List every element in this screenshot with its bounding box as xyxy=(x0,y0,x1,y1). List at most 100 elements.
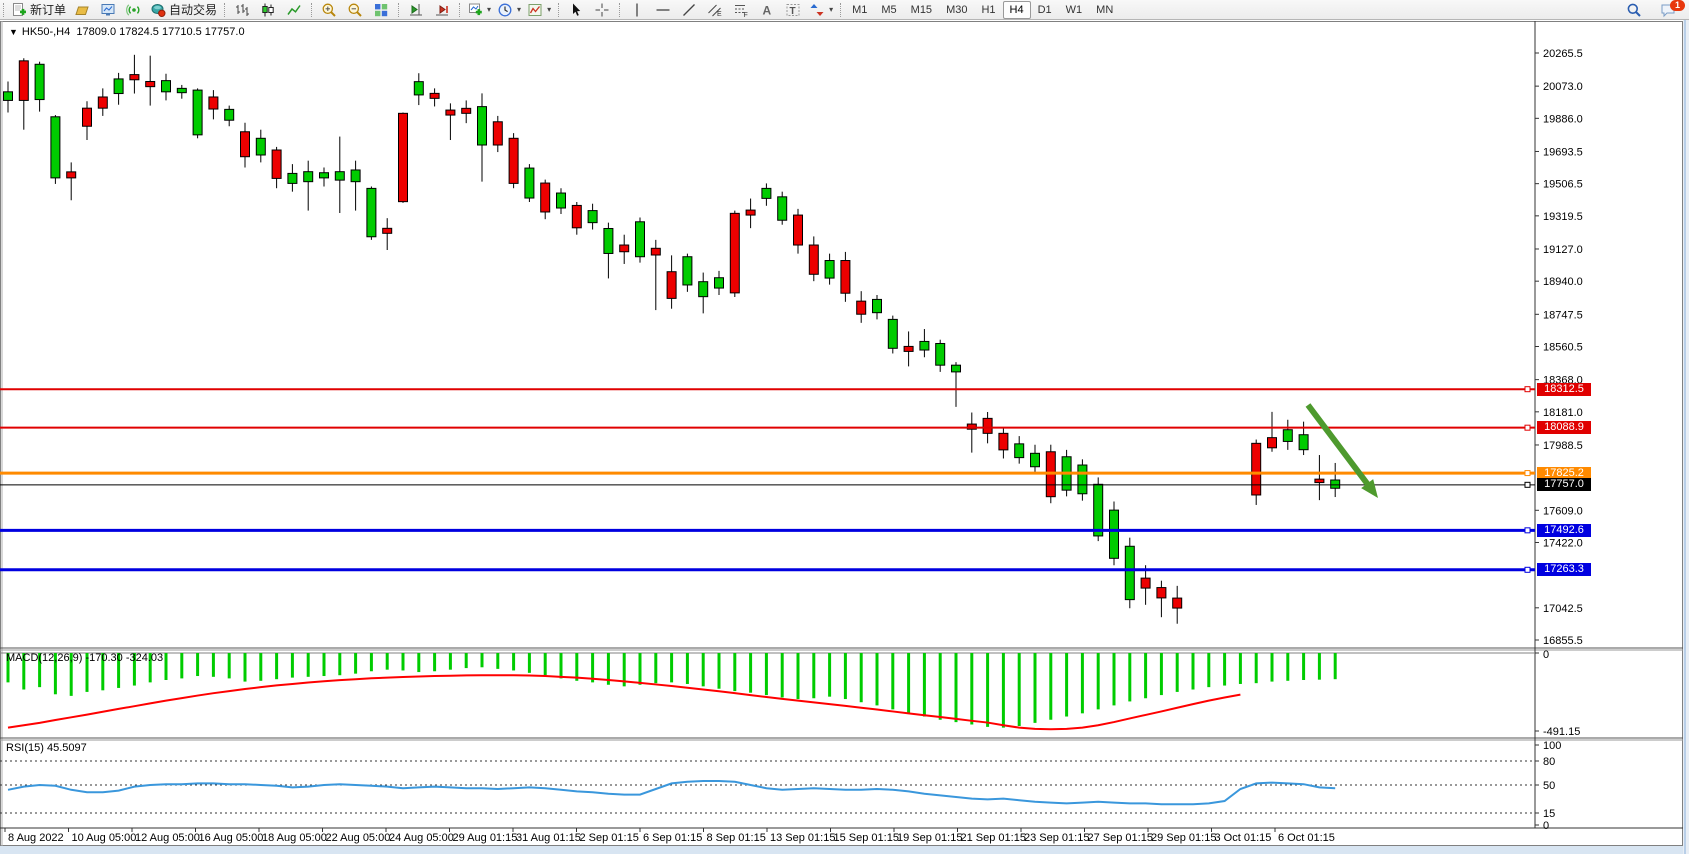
auto-scroll-button[interactable] xyxy=(429,0,455,20)
auto-trading-button[interactable]: 自动交易 xyxy=(147,0,220,20)
svg-text:8 Sep 01:15: 8 Sep 01:15 xyxy=(707,832,766,844)
cursor-button[interactable] xyxy=(563,0,589,20)
svg-text:20265.5: 20265.5 xyxy=(1543,48,1583,60)
timeframe-button-m5[interactable]: M5 xyxy=(881,3,897,16)
fibonacci-button[interactable]: F xyxy=(728,0,754,20)
svg-text:17988.5: 17988.5 xyxy=(1543,440,1583,452)
new-order-icon xyxy=(11,2,27,18)
hline-icon xyxy=(655,2,671,18)
timeframe-toolbar: M1 M5 M15 M30 H1 H4 D1 W1 MN xyxy=(839,0,1122,20)
line-chart-button[interactable] xyxy=(281,0,307,20)
rsi-line xyxy=(7,780,1336,806)
timeframe-button-w1[interactable]: W1 xyxy=(1065,3,1083,16)
price-line-badge: 18312.5 xyxy=(1537,382,1591,396)
svg-text:2 Sep 01:15: 2 Sep 01:15 xyxy=(580,832,639,844)
line-chart-icon xyxy=(286,2,302,18)
arrow-objects-icon xyxy=(809,2,825,18)
text-button[interactable]: A xyxy=(754,0,780,20)
dropdown-caret-icon: ▾ xyxy=(487,5,492,14)
svg-text:16 Aug 05:00: 16 Aug 05:00 xyxy=(199,832,264,844)
chat-button[interactable]: 1 xyxy=(1655,0,1685,20)
timeframe-button-m30[interactable]: M30 xyxy=(946,3,968,16)
toolbar-group-pointer xyxy=(557,0,618,20)
svg-text:29 Aug 01:15: 29 Aug 01:15 xyxy=(453,832,518,844)
price-line-badge: 17757.0 xyxy=(1537,478,1591,492)
svg-text:80: 80 xyxy=(1543,756,1555,768)
new-order-button-label: 新订单 xyxy=(30,3,67,17)
zoom-out-button[interactable] xyxy=(342,0,368,20)
candlestick-button[interactable] xyxy=(255,0,281,20)
svg-text:50: 50 xyxy=(1543,780,1555,792)
svg-text:15 Sep 01:15: 15 Sep 01:15 xyxy=(834,832,899,844)
channel-icon: E xyxy=(707,2,723,18)
zoom-in-button[interactable] xyxy=(316,0,342,20)
new-order-button[interactable]: 新订单 xyxy=(8,0,69,20)
toolbar-group-zoom xyxy=(310,0,397,20)
new-chart-button[interactable]: ▾ xyxy=(464,0,494,20)
svg-text:13 Sep 01:15: 13 Sep 01:15 xyxy=(770,832,835,844)
cursor-icon xyxy=(568,2,584,18)
market-watch-button[interactable] xyxy=(95,0,121,20)
search-icon xyxy=(1626,2,1642,18)
tile-windows-button[interactable] xyxy=(368,0,394,20)
templates-button[interactable]: ▾ xyxy=(524,0,554,20)
signals-button[interactable] xyxy=(121,0,147,20)
chevron-down-icon[interactable]: ▼ xyxy=(9,27,18,37)
main-toolbar: 新订单 自动交易 ▾ ▾ ▾ E F A T ▾ M1 M5 M15 M30 H1 H4 D1 W1 MN 1 xyxy=(0,0,1689,20)
timeframe-button-m1[interactable]: M1 xyxy=(852,3,868,16)
svg-text:19506.5: 19506.5 xyxy=(1543,179,1583,191)
svg-text:19127.0: 19127.0 xyxy=(1543,244,1583,256)
svg-text:15: 15 xyxy=(1543,808,1555,820)
label-button[interactable]: T xyxy=(780,0,806,20)
svg-text:29 Sep 01:15: 29 Sep 01:15 xyxy=(1151,832,1216,844)
periods-button[interactable]: ▾ xyxy=(494,0,524,20)
toolbar-group-trade: 新订单 自动交易 xyxy=(2,0,223,20)
svg-text:21 Sep 01:15: 21 Sep 01:15 xyxy=(961,832,1026,844)
timeframe-button-mn[interactable]: MN xyxy=(1096,3,1114,16)
macd-signal-line xyxy=(7,674,1241,731)
timeframe-button-d1[interactable]: D1 xyxy=(1037,3,1052,16)
support-resistance-lines[interactable] xyxy=(0,386,1535,573)
svg-text:16855.5: 16855.5 xyxy=(1543,635,1583,647)
toolbar-group-draw: E F A T ▾ xyxy=(618,0,839,20)
svg-text:3 Oct 01:15: 3 Oct 01:15 xyxy=(1215,832,1272,844)
svg-text:6 Oct 01:15: 6 Oct 01:15 xyxy=(1278,832,1335,844)
shift-chart-button[interactable] xyxy=(403,0,429,20)
timeframe-button-h4[interactable]: H4 xyxy=(1002,0,1031,19)
trend-arrow[interactable] xyxy=(1305,403,1378,498)
channel-button[interactable]: E xyxy=(702,0,728,20)
vline-icon xyxy=(629,2,645,18)
timeframe-button-h1[interactable]: H1 xyxy=(981,3,996,16)
vertical-line-button[interactable] xyxy=(624,0,650,20)
tile-windows-icon xyxy=(373,2,389,18)
clock-icon xyxy=(497,2,513,18)
macd-indicator-label: MACD(12,26,9) -170.30 -324.03 xyxy=(6,652,164,664)
svg-text:100: 100 xyxy=(1543,740,1561,752)
svg-text:22 Aug 05:00: 22 Aug 05:00 xyxy=(326,832,391,844)
candles-layer xyxy=(3,54,1341,624)
toolbar-group-chart-types xyxy=(223,0,310,20)
horizontal-line-button[interactable] xyxy=(650,0,676,20)
svg-text:19886.0: 19886.0 xyxy=(1543,113,1583,125)
symbol-name: HK50-,H4 xyxy=(21,26,71,38)
dropdown-caret-icon: ▾ xyxy=(547,5,552,14)
search-button[interactable] xyxy=(1621,0,1647,20)
trendline-button[interactable] xyxy=(676,0,702,20)
crosshair-icon xyxy=(594,2,610,18)
timeframe-button-m15[interactable]: M15 xyxy=(910,3,933,16)
chart-profile-button[interactable] xyxy=(69,0,95,20)
price-line-badge: 18088.9 xyxy=(1537,421,1591,435)
rsi-indicator-label: RSI(15) 45.5097 xyxy=(6,742,87,754)
price-line-badge: 17825.2 xyxy=(1537,466,1591,480)
crosshair-button[interactable] xyxy=(589,0,615,20)
symbol-title[interactable]: ▼ HK50-,H4 17809.0 17824.5 17710.5 17757.… xyxy=(9,26,245,38)
svg-text:A: A xyxy=(763,3,772,17)
candlestick-icon xyxy=(260,2,276,18)
arrow-objects-button[interactable]: ▾ xyxy=(806,0,836,20)
trendline-icon xyxy=(681,2,697,18)
bar-chart-button[interactable] xyxy=(229,0,255,20)
